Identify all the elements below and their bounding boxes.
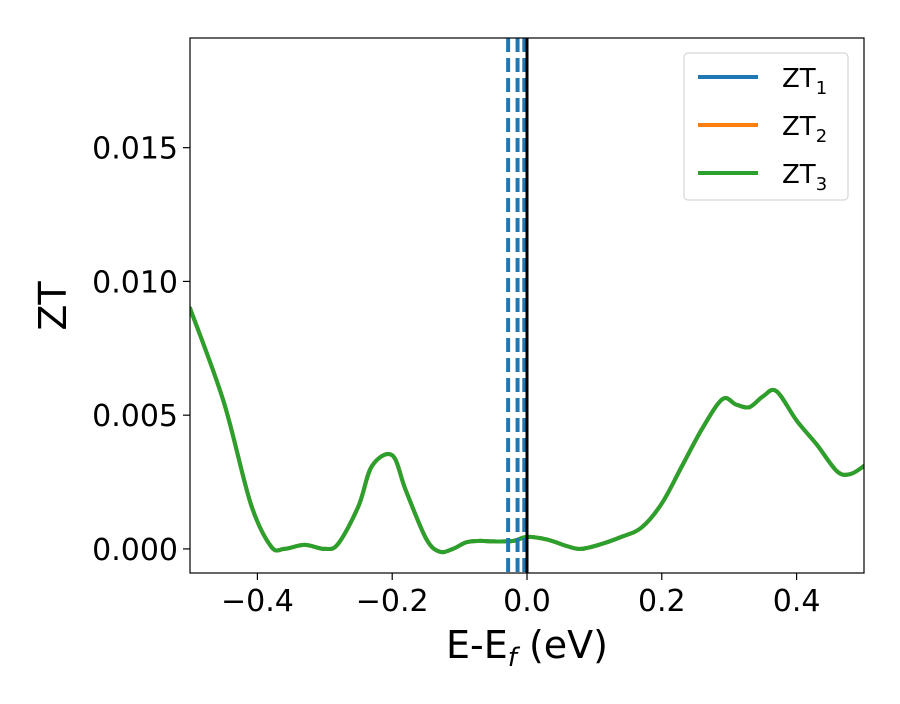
axes: −0.4 −0.2 0.0 0.2 0.4 0.000 0.005 0.010 0.015 xyxy=(92,37,865,619)
legend-label-zt1: ZT1 xyxy=(782,64,827,99)
y-tick-label: 0.000 xyxy=(92,533,178,568)
series-line-zt3 xyxy=(190,306,864,555)
y-tick-label: 0.015 xyxy=(92,132,178,167)
x-tick-label: 0.4 xyxy=(773,584,821,619)
y-axis-title: ZT xyxy=(31,281,75,331)
legend-box xyxy=(683,52,849,201)
plot-clip-group xyxy=(190,38,864,573)
x-axis-title-suffix: (eV) xyxy=(517,623,608,667)
y-tick-label: 0.010 xyxy=(92,265,178,300)
x-tick-label: −0.2 xyxy=(356,584,429,619)
legend-label-zt2: ZT2 xyxy=(782,112,827,147)
x-tick-label: −0.4 xyxy=(221,584,294,619)
x-axis-title-main: E-E xyxy=(446,623,508,667)
x-tick-label: 0.0 xyxy=(503,584,551,619)
plot-area xyxy=(190,38,864,573)
x-axis-title: E-Ef (eV) xyxy=(446,623,608,673)
legend-label-zt3: ZT3 xyxy=(782,160,827,195)
legend: ZT1 ZT2 ZT3 xyxy=(683,52,849,201)
y-tick-label: 0.005 xyxy=(92,399,178,434)
x-tick-label: 0.2 xyxy=(638,584,686,619)
